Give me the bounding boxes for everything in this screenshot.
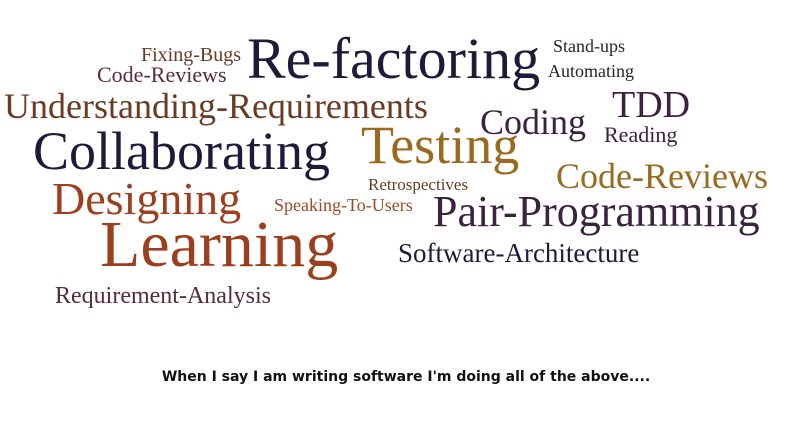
word-retrospectives: Retrospectives	[368, 175, 469, 194]
word-stand-ups: Stand-ups	[553, 36, 625, 56]
caption: When I say I am writing software I'm doi…	[161, 369, 651, 385]
word-tdd: TDD	[612, 84, 691, 126]
word-automating: Automating	[548, 61, 634, 81]
word-software-architecture: Software-Architecture	[398, 238, 640, 268]
word-re-factoring: Re-factoring	[247, 26, 541, 91]
word-testing: Testing	[361, 115, 520, 175]
word-learning: Learning	[100, 208, 339, 281]
word-understanding-requirements: Understanding-Requirements	[4, 86, 428, 126]
word-code-reviews-small: Code-Reviews	[97, 62, 227, 87]
word-requirement-analysis: Requirement-Analysis	[55, 283, 271, 309]
word-reading: Reading	[604, 122, 678, 147]
word-pair-programming: Pair-Programming	[433, 187, 760, 236]
word-collaborating: Collaborating	[33, 121, 330, 181]
word-fixing-bugs: Fixing-Bugs	[141, 44, 242, 66]
word-coding: Coding	[480, 102, 587, 142]
word-designing: Designing	[52, 173, 242, 224]
word-code-reviews-large: Code-Reviews	[556, 156, 768, 196]
word-speaking-to-users: Speaking-To-Users	[274, 195, 413, 215]
